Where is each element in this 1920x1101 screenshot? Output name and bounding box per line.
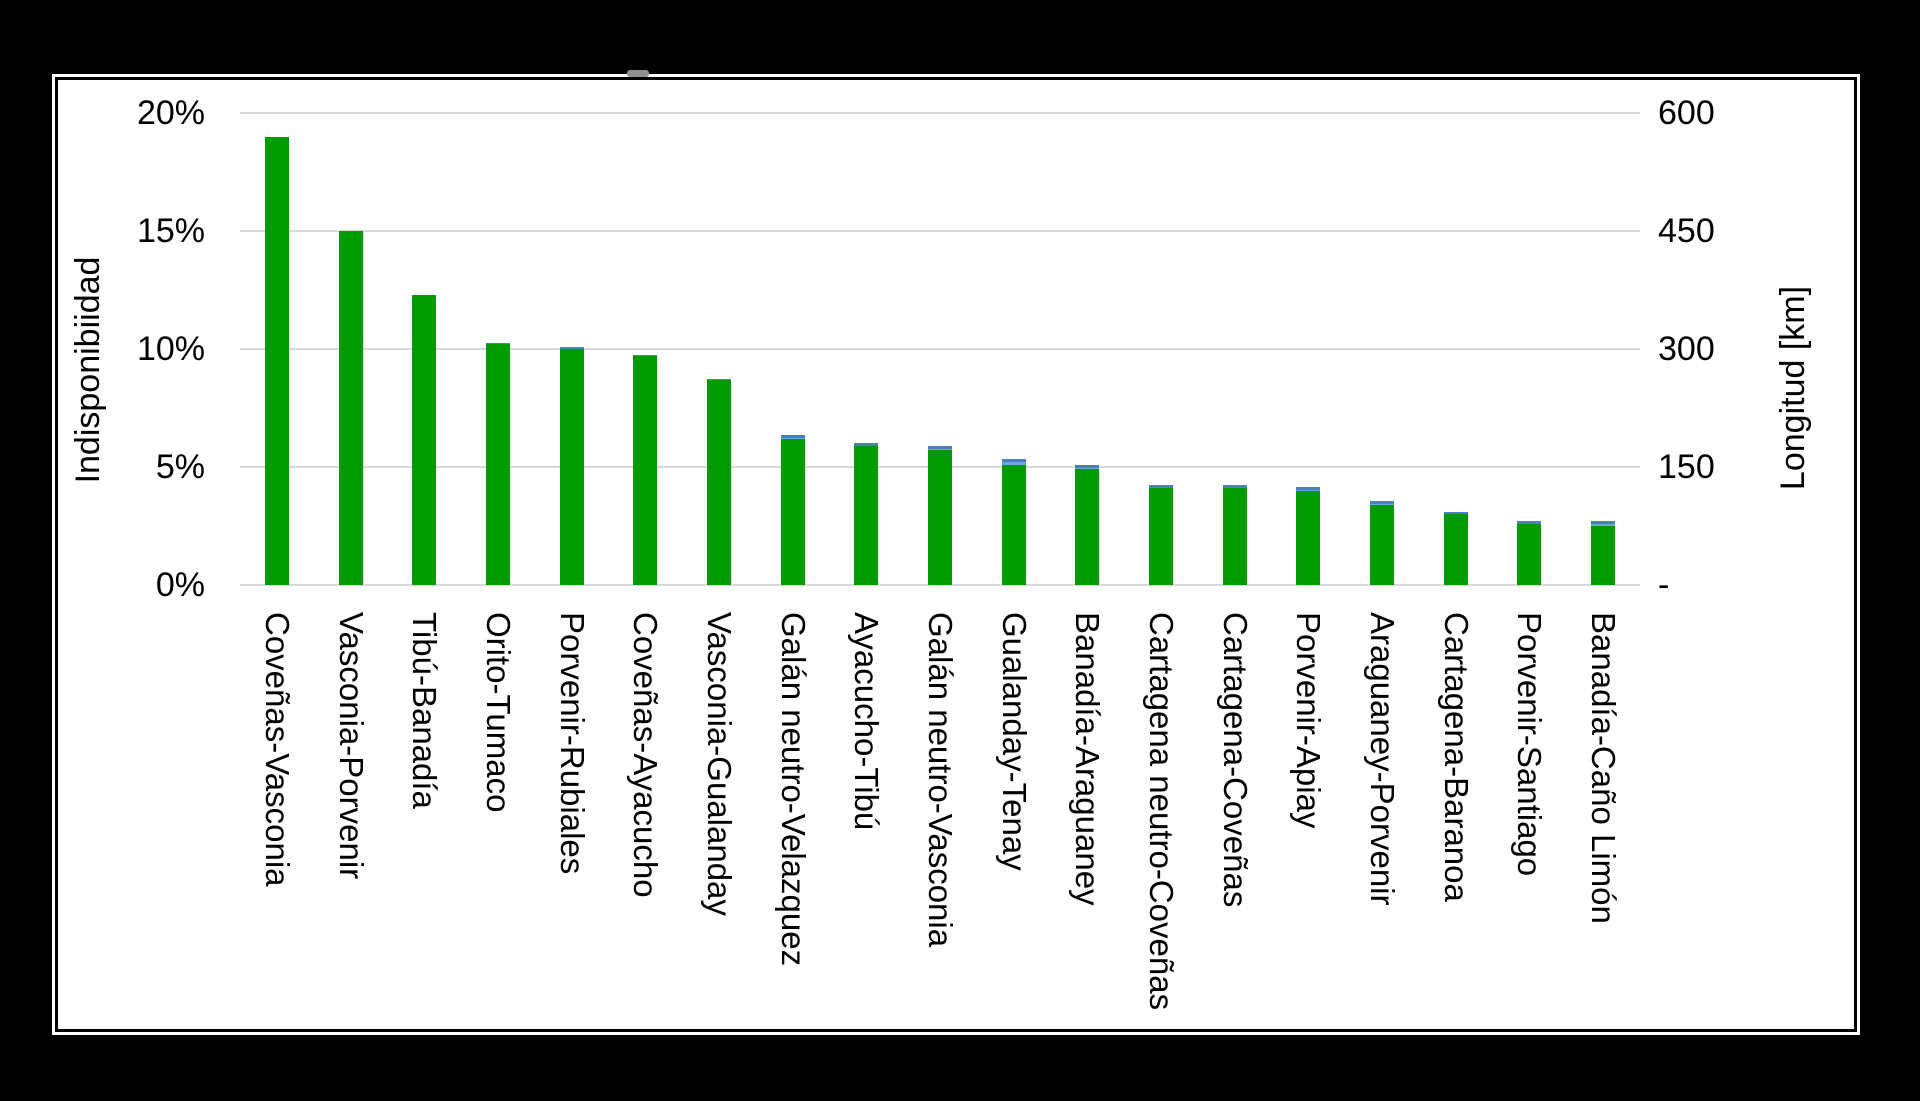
x-axis-label: Cartagena-Baranoa bbox=[1437, 612, 1475, 902]
gridline bbox=[240, 112, 1640, 114]
x-axis-label: Banadía-Caño Limón bbox=[1585, 612, 1623, 924]
y-tick-left: 20% bbox=[136, 94, 205, 132]
x-axis-label: Tibú-Banadía bbox=[406, 612, 444, 809]
y-tick-right: 600 bbox=[1658, 94, 1715, 132]
gridline bbox=[240, 230, 1640, 232]
x-axis-label: Araguaney-Porvenir bbox=[1364, 612, 1402, 906]
indisponibilidad-bar bbox=[338, 231, 363, 585]
indisponibilidad-bar bbox=[412, 294, 437, 585]
x-axis-label: Porvenir-Apiay bbox=[1290, 612, 1328, 829]
indisponibilidad-bar bbox=[1370, 504, 1395, 585]
x-axis-label: Vasconia-Porvenir bbox=[332, 612, 370, 880]
indisponibilidad-bar bbox=[264, 136, 289, 585]
y-tick-left: 15% bbox=[136, 212, 205, 250]
y-tick-left: 0% bbox=[155, 566, 205, 604]
x-axis-label: Galán neutro-Vasconia bbox=[922, 612, 959, 948]
x-axis-label: Gualanday-Tenay bbox=[995, 612, 1033, 871]
indisponibilidad-bar bbox=[1591, 526, 1616, 585]
indisponibilidad-bar bbox=[559, 349, 584, 585]
y-axis-title-right: Longitud [km] bbox=[1774, 285, 1812, 491]
indisponibilidad-bar bbox=[1149, 488, 1174, 585]
y-axis-title-left: Indisponibiidad bbox=[69, 256, 107, 484]
indisponibilidad-bar bbox=[928, 450, 952, 585]
indisponibilidad-bar bbox=[1222, 488, 1247, 585]
indisponibilidad-bar bbox=[780, 438, 805, 585]
indisponibilidad-bar bbox=[1001, 464, 1026, 585]
y-tick-right: - bbox=[1658, 566, 1670, 604]
x-axis-label: Cartagena neutro-Coveñas bbox=[1143, 612, 1181, 1011]
x-axis-label: Porvenir-Santiago bbox=[1511, 612, 1549, 877]
indisponibilidad-bar bbox=[854, 445, 879, 585]
gridline bbox=[240, 584, 1640, 586]
y-tick-left: 10% bbox=[136, 330, 205, 368]
x-axis-label: Orito-Tumaco bbox=[479, 612, 517, 813]
y-tick-right: 450 bbox=[1658, 212, 1715, 250]
x-axis-label: Ayacucho-Tibú bbox=[848, 612, 886, 831]
x-axis-label: Cartagena-Coveñas bbox=[1216, 612, 1254, 908]
indisponibilidad-bar bbox=[1443, 514, 1468, 585]
x-axis-label: Porvenir-Rubiales bbox=[553, 612, 591, 875]
x-axis-label: Galán neutro-Velazquez bbox=[774, 612, 812, 967]
indisponibilidad-bar bbox=[1517, 523, 1542, 585]
x-axis-label: Coveñas-Vasconia bbox=[258, 612, 296, 887]
y-tick-right: 150 bbox=[1658, 448, 1715, 486]
gridline bbox=[240, 348, 1640, 350]
indisponibilidad-bar bbox=[633, 356, 658, 585]
y-tick-left: 5% bbox=[155, 448, 205, 486]
indisponibilidad-bar bbox=[1075, 469, 1100, 585]
y-tick-right: 300 bbox=[1658, 330, 1715, 368]
indisponibilidad-bar bbox=[706, 379, 731, 585]
x-axis-label: Vasconia-Gualanday bbox=[700, 612, 738, 916]
indisponibilidad-bar bbox=[485, 344, 510, 585]
x-axis-label: Banadía-Araguaney bbox=[1069, 612, 1107, 906]
top-border-artifact bbox=[627, 70, 649, 77]
x-axis-label: Coveñas-Ayacucho bbox=[627, 612, 665, 898]
indisponibilidad-bar bbox=[1296, 490, 1321, 585]
